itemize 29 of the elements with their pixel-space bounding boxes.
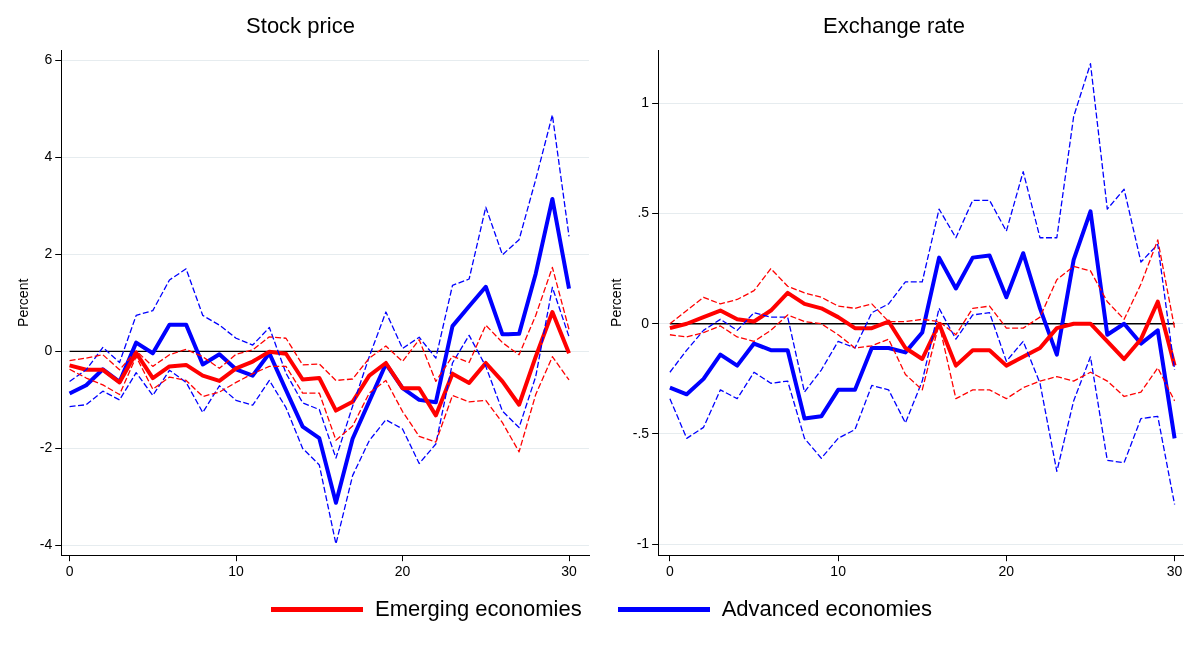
y-tick-label: -1 xyxy=(636,535,650,552)
chart-title: Stock price xyxy=(246,13,355,39)
x-tick-label: 30 xyxy=(561,563,578,580)
legend-label: Emerging economies xyxy=(374,596,582,622)
y-tick-label: 4 xyxy=(44,148,53,165)
y-axis-title: Percent xyxy=(15,278,32,327)
y-tick-label: 6 xyxy=(44,50,53,67)
y-tick-label: 0 xyxy=(44,342,53,359)
y-tick-label: .5 xyxy=(637,204,650,221)
y-axis-title: Percent xyxy=(608,278,625,327)
y-tick-label: 2 xyxy=(44,245,53,262)
legend-label: Advanced economies xyxy=(721,596,933,622)
y-tick-label: -4 xyxy=(39,536,53,553)
x-tick-label: 10 xyxy=(228,563,245,580)
x-tick-label: 10 xyxy=(830,563,847,580)
chart-title: Exchange rate xyxy=(823,13,965,39)
x-tick-label: 20 xyxy=(998,563,1015,580)
line-series xyxy=(669,62,1176,393)
y-tick-label: 0 xyxy=(641,314,650,331)
y-tick-label: -2 xyxy=(39,439,53,456)
x-tick-label: 0 xyxy=(65,563,74,580)
y-tick-label: -.5 xyxy=(632,424,650,441)
line-series xyxy=(669,307,1176,506)
y-tick-label: 1 xyxy=(641,94,650,111)
line-series xyxy=(68,114,570,459)
x-tick-label: 30 xyxy=(1166,563,1183,580)
x-tick-label: 20 xyxy=(394,563,411,580)
x-tick-label: 0 xyxy=(666,563,675,580)
line-series xyxy=(68,286,570,545)
